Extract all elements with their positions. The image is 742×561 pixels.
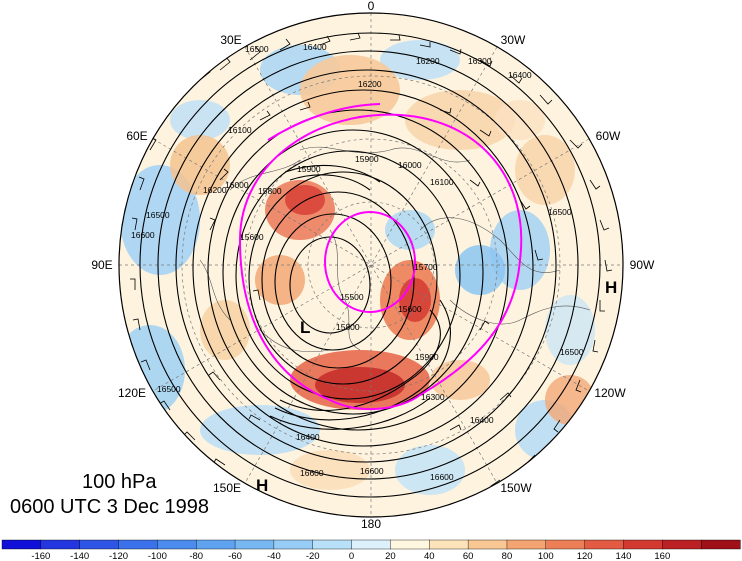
color-bar-tick-label: 20 [385, 551, 396, 561]
color-bar-swatch [157, 539, 197, 550]
color-bar-swatch [273, 539, 314, 550]
color-bar-tick-label: 100 [538, 551, 554, 561]
color-bar-tick-label: -100 [148, 551, 167, 561]
color-bar-swatch [234, 539, 275, 550]
polar-map: 16500 16400 16200 16200 16300 16400 1610… [91, 0, 655, 530]
contour-label: 16600 [131, 230, 155, 240]
contour-label: 16600 [360, 466, 384, 476]
color-bar-tick-label: -160 [31, 551, 50, 561]
color-bar-tick-label: 160 [654, 551, 670, 561]
contour-labels: 16500 16400 16200 16200 16300 16400 1610… [131, 42, 584, 482]
lon-label-120e: 120E [118, 386, 146, 400]
contour-label: 16000 [225, 180, 249, 190]
color-bar-tick-label: 40 [424, 551, 435, 561]
color-bar-swatch [623, 539, 663, 550]
color-bar-tick-label: 120 [577, 551, 593, 561]
low-pressure-marker: L [300, 318, 310, 337]
contour-label: 16200 [358, 79, 382, 89]
pressure-level-label: 100 hPa [82, 471, 157, 493]
color-bar-swatch [312, 539, 353, 550]
color-bar-swatch [662, 539, 702, 550]
color-bar-swatch [40, 539, 81, 550]
contour-label: 16100 [228, 125, 252, 135]
color-bar-tick-label: -60 [228, 551, 242, 561]
contour-label: 16400 [508, 70, 532, 80]
contour-label: 16500 [157, 384, 181, 394]
contour-label: 16600 [300, 468, 324, 478]
magenta-contours [238, 103, 523, 411]
contour-label: 16500 [548, 207, 572, 217]
contour-label: 15600 [240, 232, 264, 242]
color-bar-tick-label: 80 [502, 551, 513, 561]
contour-label: 16600 [430, 472, 454, 482]
contour-label: 16500 [146, 210, 170, 220]
contour-label: 15700 [414, 262, 438, 272]
contour-label: 16300 [421, 392, 445, 402]
color-bar-tick-label: 60 [463, 551, 474, 561]
valid-time-label: 0600 UTC 3 Dec 1998 [10, 496, 210, 518]
color-bar-swatch [390, 539, 430, 550]
contour-label: 15900 [415, 352, 439, 362]
lon-label-90w: 90W [630, 258, 655, 272]
contour-label: 16100 [430, 177, 454, 187]
color-bar-swatch [429, 539, 469, 550]
contour-label: 16400 [296, 432, 320, 442]
lon-label-150w: 150W [500, 481, 532, 495]
contour-label: 15500 [340, 292, 364, 302]
contour-label: 16000 [398, 160, 422, 170]
color-bar-swatch [700, 539, 741, 550]
contour-label: 16300 [468, 56, 492, 66]
color-bar-swatches [1, 539, 741, 550]
color-bar: -160 -140 -120 -100 -80 -60 -40 -20 0 20 40 60 80 100… [1, 539, 741, 561]
color-bar-tick-label: 140 [616, 551, 632, 561]
lon-label-60e: 60E [126, 129, 147, 143]
color-bar-swatch [351, 539, 392, 550]
lon-label-30w: 30W [501, 33, 526, 47]
lon-label-30e: 30E [220, 33, 241, 47]
contour-label: 16200 [203, 185, 227, 195]
color-bar-swatch [79, 539, 120, 550]
color-bar-tick-label: -140 [70, 551, 89, 561]
map-disc: 16500 16400 16200 16200 16300 16400 1610… [119, 13, 623, 517]
lon-label-0: 0 [368, 0, 375, 13]
map-boundary [118, 12, 624, 518]
wind-barbs [130, 32, 613, 492]
lon-label-120w: 120W [594, 386, 626, 400]
contour-label: 15800 [336, 322, 360, 332]
contour-label: 15900 [355, 154, 379, 164]
color-bar-tick-labels: -160 -140 -120 -100 -80 -60 -40 -20 0 20 40 60 80 100… [31, 551, 670, 561]
map-caption: 100 hPa 0600 UTC 3 Dec 1998 [10, 470, 209, 520]
contour-label: 16400 [303, 42, 327, 52]
contour-label: 16500 [560, 347, 584, 357]
coastlines [199, 146, 591, 353]
color-bar-swatch [467, 539, 508, 550]
longitude-labels: 0 30W 60W 90W 120W 150W 180 150E 120E 90… [91, 0, 655, 530]
color-bar-swatch [506, 539, 547, 550]
color-bar-tick-label: 0 [349, 551, 354, 561]
color-bar-swatch [545, 539, 586, 550]
contour-label: 15600 [398, 304, 422, 314]
contour-label: 16200 [416, 56, 440, 66]
color-bar-swatch [1, 539, 42, 550]
color-bar-tick-label: -120 [109, 551, 128, 561]
lon-label-90e: 90E [91, 258, 112, 272]
contour-label: 15800 [258, 186, 282, 196]
contour-label: 15900 [297, 164, 321, 174]
height-contours [139, 32, 601, 498]
lon-label-180: 180 [361, 517, 381, 530]
contour-label: 16500 [245, 44, 269, 54]
color-bar-tick-label: -20 [306, 551, 320, 561]
color-bar-swatch [196, 539, 236, 550]
contour-label: 16400 [470, 415, 494, 425]
color-bar-tick-label: -80 [189, 551, 203, 561]
lon-label-60w: 60W [596, 129, 621, 143]
lon-label-150e: 150E [213, 481, 241, 495]
color-bar-swatch [584, 539, 625, 550]
high-pressure-marker: H [605, 278, 617, 297]
color-bar-swatch [118, 539, 158, 550]
color-bar-tick-label: -40 [267, 551, 281, 561]
